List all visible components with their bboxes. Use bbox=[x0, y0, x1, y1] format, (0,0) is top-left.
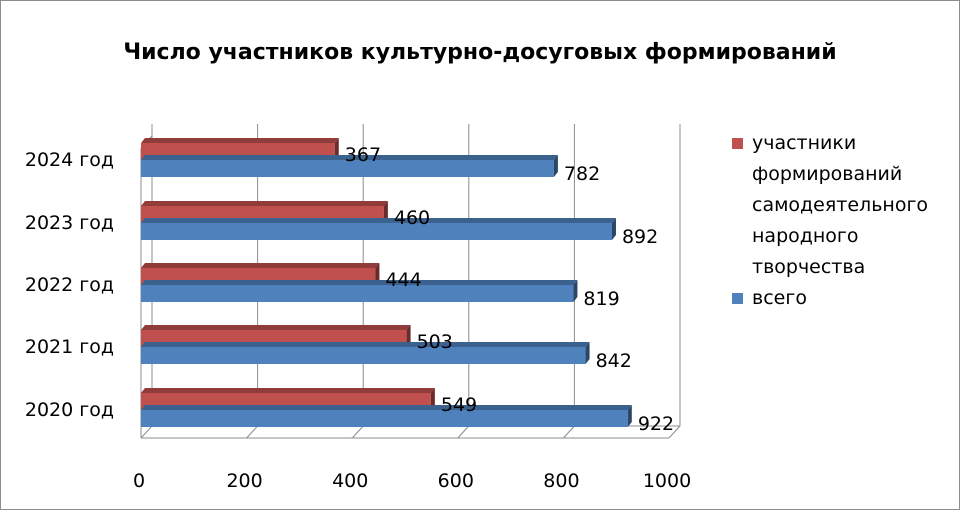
legend-label-total: всего bbox=[752, 287, 807, 309]
x-tick-label-1000: 1000 bbox=[643, 470, 691, 492]
bar-top-0-1 bbox=[141, 201, 388, 206]
legend-label-participants: участники формирований самодеятельного н… bbox=[752, 132, 929, 278]
gridline-floor-800 bbox=[563, 425, 575, 439]
bar-end-1-1 bbox=[611, 218, 616, 240]
bar-top-0-0 bbox=[141, 138, 339, 143]
bar-end-0-3 bbox=[406, 325, 411, 347]
bar-end-0-2 bbox=[375, 263, 380, 285]
data-label-0-4: 549 bbox=[441, 394, 477, 416]
x-tick-label-600: 600 bbox=[438, 470, 474, 492]
gridline-floor-1000 bbox=[668, 425, 681, 439]
bar-end-0-0 bbox=[334, 138, 339, 160]
bar-top-0-4 bbox=[141, 388, 435, 393]
category-label-4: 2020 год bbox=[25, 399, 114, 421]
bar-end-0-1 bbox=[383, 201, 388, 223]
data-label-1-0: 782 bbox=[564, 163, 600, 185]
bar-top-1-0 bbox=[141, 155, 558, 160]
legend-swatch-total bbox=[732, 293, 743, 304]
bar-1-1 bbox=[141, 223, 612, 240]
gridline-floor-600 bbox=[457, 425, 470, 439]
x-tick-label-0: 0 bbox=[133, 470, 145, 492]
x-tick-label-200: 200 bbox=[226, 470, 262, 492]
bar-end-1-2 bbox=[573, 280, 578, 302]
category-label-2: 2022 год bbox=[25, 274, 114, 296]
gridline-floor-200 bbox=[246, 425, 258, 439]
gridline-floor-0 bbox=[140, 425, 153, 439]
data-label-1-1: 892 bbox=[622, 226, 658, 248]
legend: участники формирований самодеятельного н… bbox=[732, 128, 954, 314]
category-labels: 2024 год 2023 год 2022 год 2021 год 2020 год bbox=[25, 149, 114, 421]
bar-top-0-2 bbox=[141, 263, 380, 268]
data-label-1-4: 922 bbox=[638, 413, 674, 435]
bar-1-4 bbox=[141, 410, 628, 427]
data-label-0-3: 503 bbox=[417, 331, 453, 353]
legend-item-total: всего bbox=[732, 283, 954, 314]
bar-end-1-0 bbox=[553, 155, 558, 177]
bar-top-0-3 bbox=[141, 325, 411, 330]
category-label-3: 2021 год bbox=[25, 336, 114, 358]
bar-1-3 bbox=[141, 347, 586, 364]
legend-item-participants: участники формирований самодеятельного н… bbox=[732, 128, 954, 283]
bar-end-0-4 bbox=[430, 388, 435, 410]
bar-end-1-3 bbox=[585, 342, 590, 364]
category-label-0: 2024 год bbox=[25, 149, 114, 171]
bar-top-1-2 bbox=[141, 280, 578, 285]
bar-1-2 bbox=[141, 285, 574, 302]
x-tick-labels: 0 200 400 600 800 1000 bbox=[133, 470, 691, 492]
data-label-1-2: 819 bbox=[583, 288, 619, 310]
bar-top-1-3 bbox=[141, 342, 590, 347]
data-label-0-2: 444 bbox=[385, 269, 421, 291]
legend-swatch-participants bbox=[732, 138, 743, 149]
data-labels: 367 782 460 892 444 819 503 842 549 922 bbox=[345, 144, 674, 435]
data-label-1-3: 842 bbox=[596, 350, 632, 372]
data-label-0-0: 367 bbox=[345, 144, 381, 166]
chart-title: Число участников культурно-досуговых фор… bbox=[123, 40, 837, 65]
bars bbox=[141, 138, 632, 427]
bar-top-1-1 bbox=[141, 218, 616, 223]
bar-end-1-4 bbox=[627, 405, 632, 427]
x-tick-label-800: 800 bbox=[543, 470, 579, 492]
bar-top-1-4 bbox=[141, 405, 632, 410]
data-label-0-1: 460 bbox=[394, 207, 430, 229]
gridline-floor-400 bbox=[351, 425, 364, 439]
x-tick-label-400: 400 bbox=[332, 470, 368, 492]
category-label-1: 2023 год bbox=[25, 212, 114, 234]
bar-1-0 bbox=[141, 160, 554, 177]
